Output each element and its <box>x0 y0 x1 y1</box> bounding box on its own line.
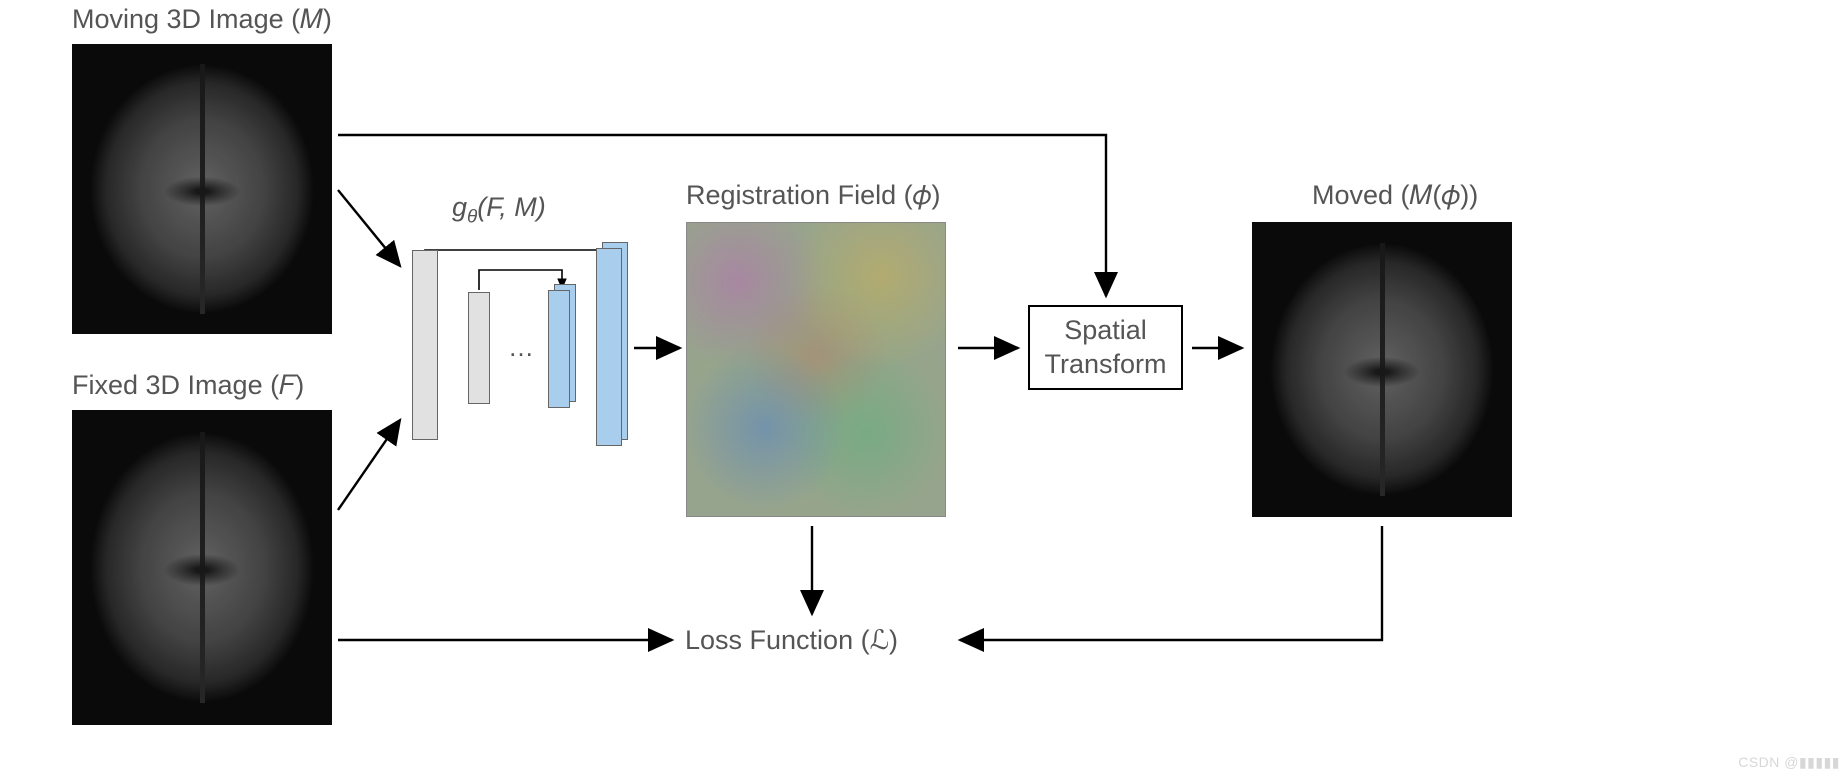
loss-function-label: Loss Function (ℒ) <box>685 625 898 656</box>
watermark: CSDN @▮▮▮▮▮ <box>1738 754 1840 771</box>
decoder-layer-1a <box>548 290 570 408</box>
network-function-label: gθ(F, M) <box>452 192 546 228</box>
decoder-layer-2a <box>596 248 622 446</box>
encoder-layer-1 <box>412 250 438 440</box>
moved-to-loss <box>960 526 1382 640</box>
registration-field-image <box>686 222 946 517</box>
spatial-transform-box: SpatialTransform <box>1028 305 1183 390</box>
moving-brain-image <box>72 44 332 334</box>
moving-image-label: Moving 3D Image (𝑀) <box>72 4 332 36</box>
fixed-brain-image <box>72 410 332 725</box>
registration-field-label: Registration Field (𝜙) <box>686 180 940 212</box>
encoder-layer-2 <box>468 292 490 404</box>
moved-image-label: Moved (𝑀(𝜙)) <box>1312 180 1478 212</box>
fixed-to-net <box>338 420 400 510</box>
spatial-transform-text: SpatialTransform <box>1044 314 1166 382</box>
moving-to-net <box>338 190 400 266</box>
fixed-image-label: Fixed 3D Image (𝐹) <box>72 370 304 402</box>
network-schematic: … <box>412 240 632 460</box>
network-ellipsis: … <box>508 332 534 363</box>
moved-brain-image <box>1252 222 1512 517</box>
